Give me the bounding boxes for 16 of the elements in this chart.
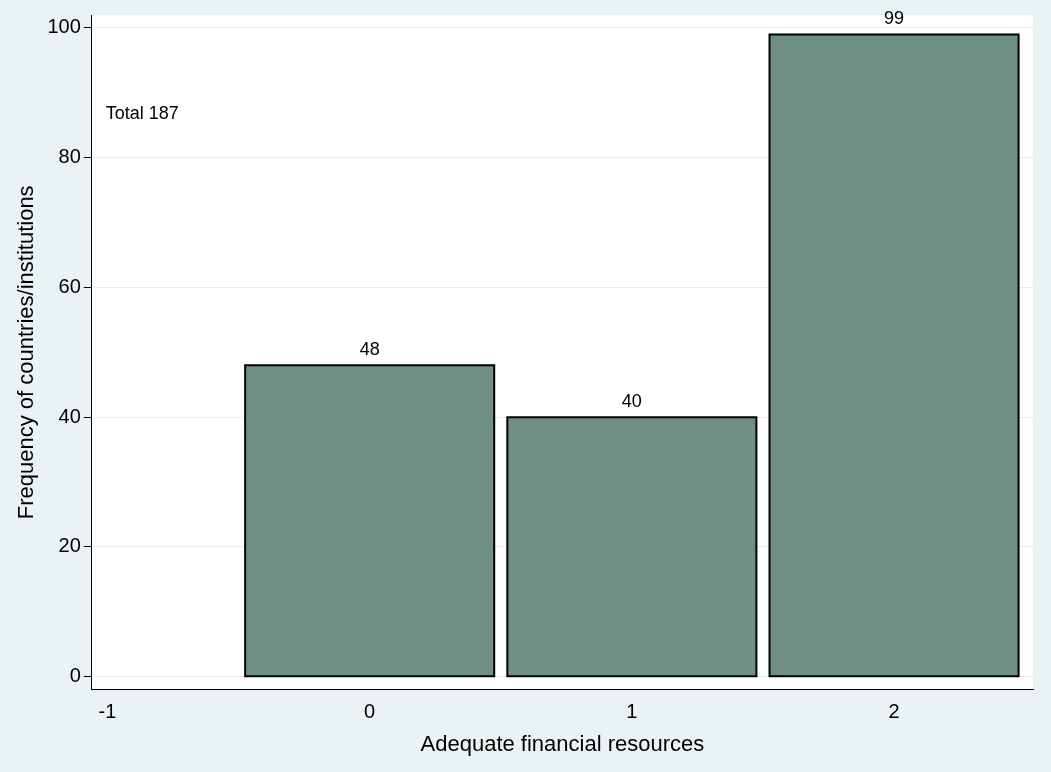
- y-tick-label: 0: [69, 664, 81, 687]
- y-tick-label: 20: [58, 534, 81, 557]
- y-tick-label: 60: [58, 274, 81, 297]
- annotation: Total 187: [105, 102, 179, 123]
- y-axis-title: Frequency of countries/institutions: [13, 185, 39, 520]
- y-tick-label: 80: [58, 145, 81, 168]
- data-label: 99: [884, 8, 905, 29]
- data-label: 48: [359, 339, 380, 360]
- x-tick-label: 0: [364, 700, 376, 723]
- data-label: 40: [621, 391, 642, 412]
- y-tick-label: 100: [47, 15, 81, 38]
- y-tick-label: 40: [58, 404, 81, 427]
- x-tick-label: 1: [626, 700, 638, 723]
- x-tick-label: 2: [888, 700, 900, 723]
- x-axis-title: Adequate financial resources: [420, 730, 705, 756]
- x-tick-label: -1: [98, 700, 117, 723]
